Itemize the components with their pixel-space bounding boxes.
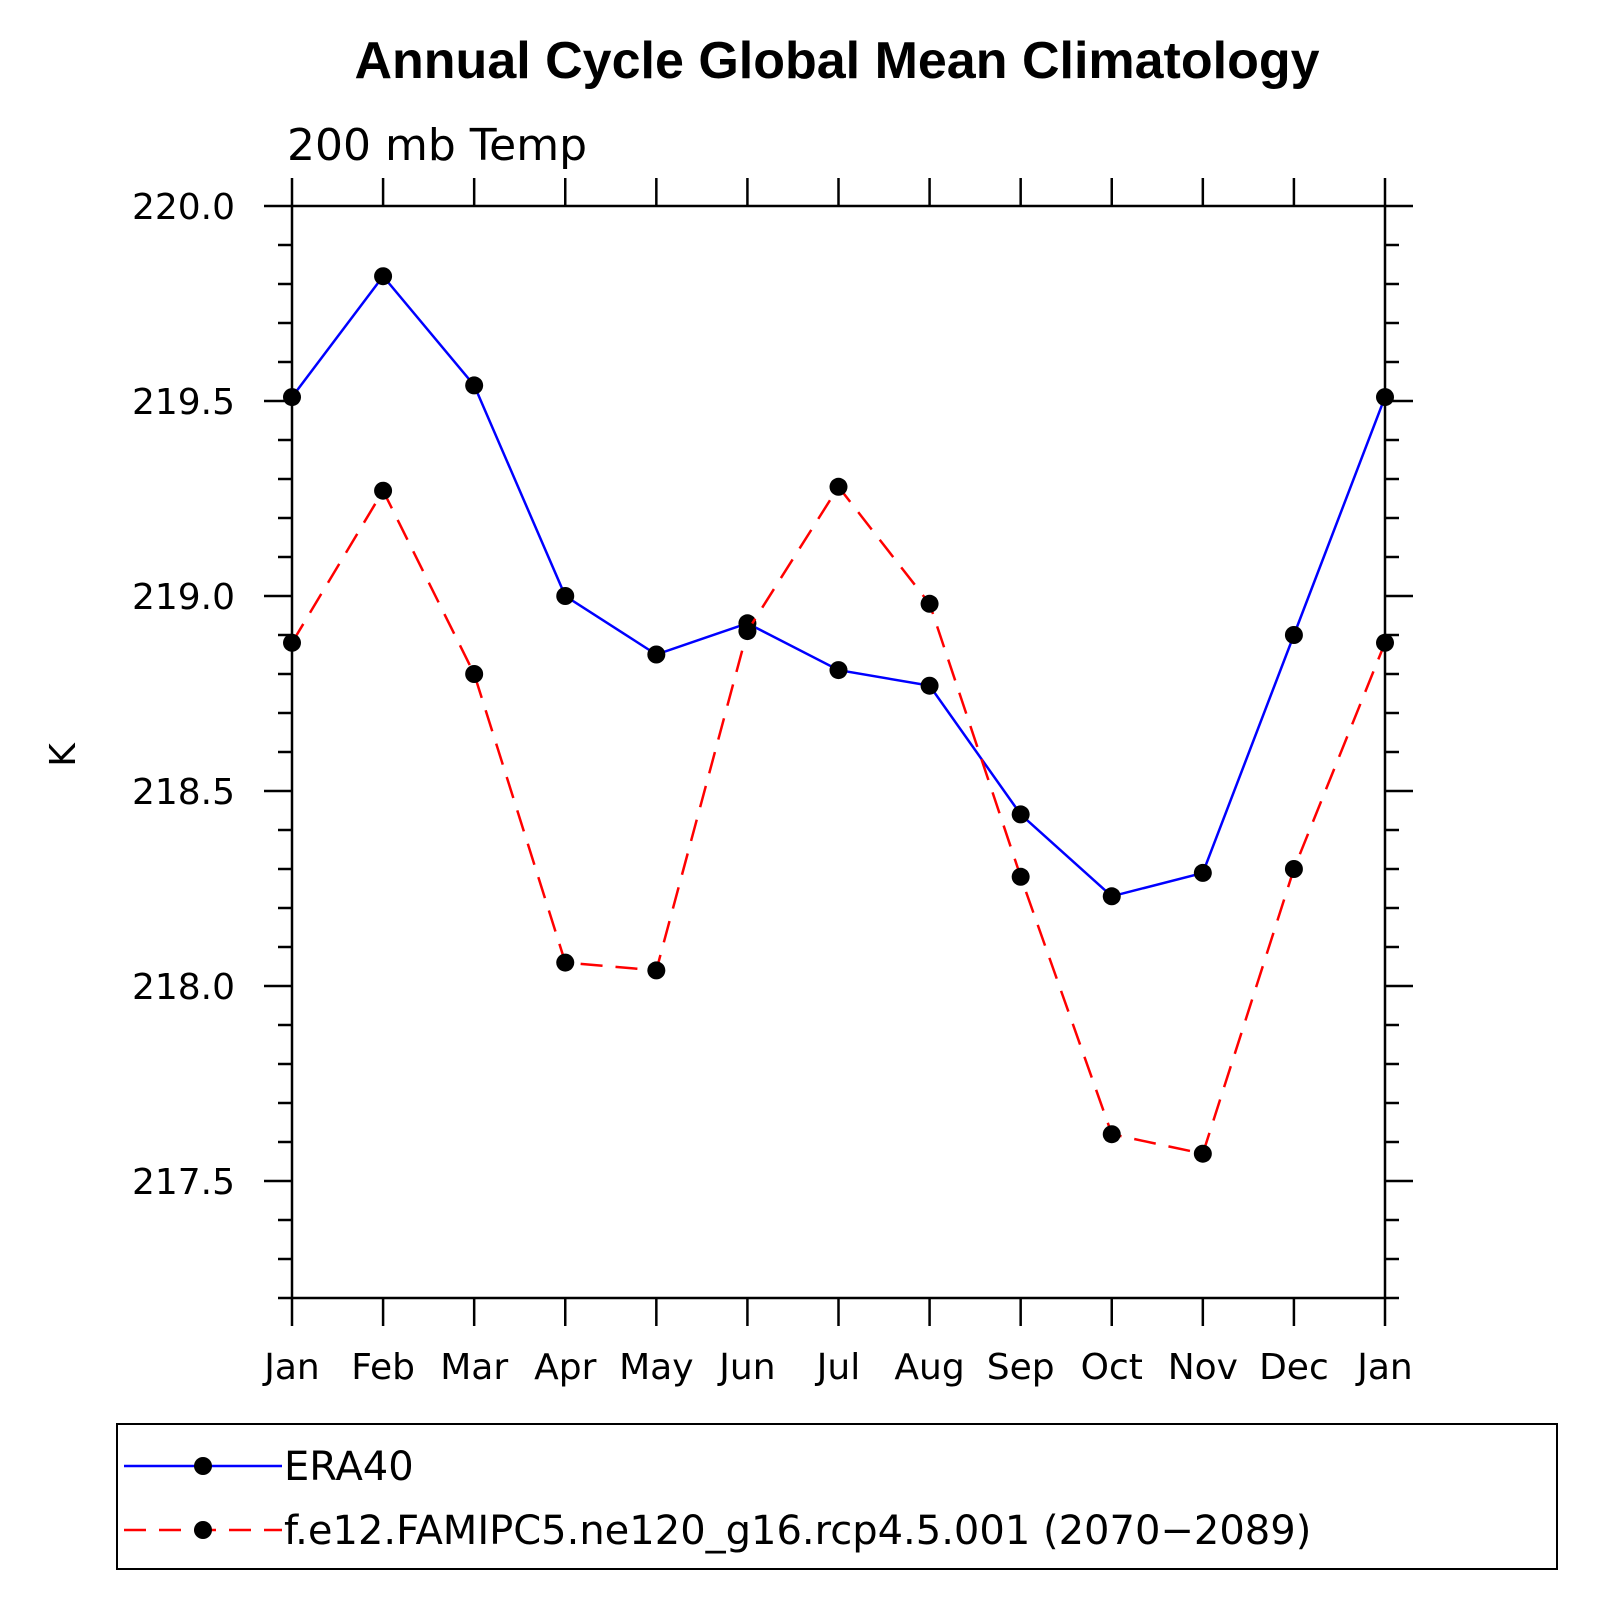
data-point	[647, 645, 666, 664]
data-point	[1011, 805, 1030, 824]
series-layer	[283, 267, 1394, 1163]
data-point	[738, 622, 757, 641]
data-point	[283, 388, 301, 407]
chart-title: Annual Cycle Global Mean Climatology	[354, 32, 1319, 90]
legend-items: ERA40 f.e12.FAMIPC5.ne120_g16.rcp4.5.001 …	[124, 1444, 1311, 1554]
data-point	[1376, 633, 1394, 652]
x-tick-label: Jul	[815, 1347, 860, 1388]
legend: ERA40 f.e12.FAMIPC5.ne120_g16.rcp4.5.001 …	[116, 1423, 1558, 1570]
series-line	[290, 484, 1387, 1156]
data-point	[920, 594, 939, 613]
plot-frame	[290, 204, 1387, 1300]
data-point	[647, 961, 666, 980]
data-point	[283, 633, 301, 652]
x-tick-label: Apr	[534, 1347, 596, 1388]
y-axis-label: K	[43, 742, 84, 767]
data-point	[1193, 1144, 1212, 1163]
y-tick-label: 220.0	[132, 187, 235, 228]
chart-subtitle: 200 mb Temp	[287, 120, 587, 171]
series-2	[283, 477, 1394, 1163]
data-point	[920, 676, 939, 695]
x-tick-label: Feb	[351, 1347, 415, 1388]
legend-label: ERA40	[284, 1444, 414, 1490]
series-1	[283, 267, 1394, 906]
x-tick-label: Nov	[1168, 1347, 1238, 1388]
data-point	[829, 477, 848, 496]
y-tick-label: 218.5	[132, 772, 235, 813]
data-point	[1193, 863, 1212, 882]
x-tick-label: Aug	[894, 1347, 964, 1388]
data-point	[1284, 626, 1303, 644]
y-tick-label: 219.5	[132, 382, 235, 423]
data-point	[374, 481, 393, 500]
legend-label: f.e12.FAMIPC5.ne120_g16.rcp4.5.001 (2070…	[284, 1508, 1311, 1554]
plot-border	[290, 204, 1387, 1300]
y-axis: 217.5 218.0 218.5 219.0 219.5 220.0	[132, 187, 1413, 1300]
x-tick-label: Mar	[440, 1347, 508, 1388]
data-point	[829, 661, 848, 680]
x-tick-label: Dec	[1259, 1347, 1329, 1388]
data-point	[1102, 887, 1121, 906]
x-tick-label: Jun	[717, 1347, 775, 1388]
legend-marker	[194, 1521, 212, 1539]
data-point	[556, 587, 575, 605]
data-point	[1102, 1125, 1121, 1144]
legend-box	[116, 1423, 1558, 1570]
data-point	[465, 665, 484, 683]
y-tick-label: 219.0	[132, 577, 235, 618]
x-tick-label: Sep	[987, 1347, 1055, 1388]
x-tick-label: Jan	[262, 1347, 320, 1388]
x-tick-label: Jan	[1355, 1347, 1413, 1388]
data-point	[1011, 867, 1030, 886]
data-point	[1376, 388, 1394, 407]
x-tick-label: Oct	[1081, 1347, 1143, 1388]
data-point	[556, 953, 575, 972]
y-tick-label: 217.5	[132, 1162, 235, 1203]
y-tick-label: 218.0	[132, 967, 235, 1008]
data-point	[374, 267, 393, 286]
data-point	[1284, 860, 1303, 878]
data-point	[465, 376, 484, 395]
x-axis: Jan Feb Mar Apr May Jun Jul Aug Sep Oct Nov Dec Jan	[262, 178, 1413, 1388]
x-tick-label: May	[619, 1347, 693, 1388]
series-line	[291, 274, 1387, 898]
legend-marker	[194, 1457, 212, 1475]
